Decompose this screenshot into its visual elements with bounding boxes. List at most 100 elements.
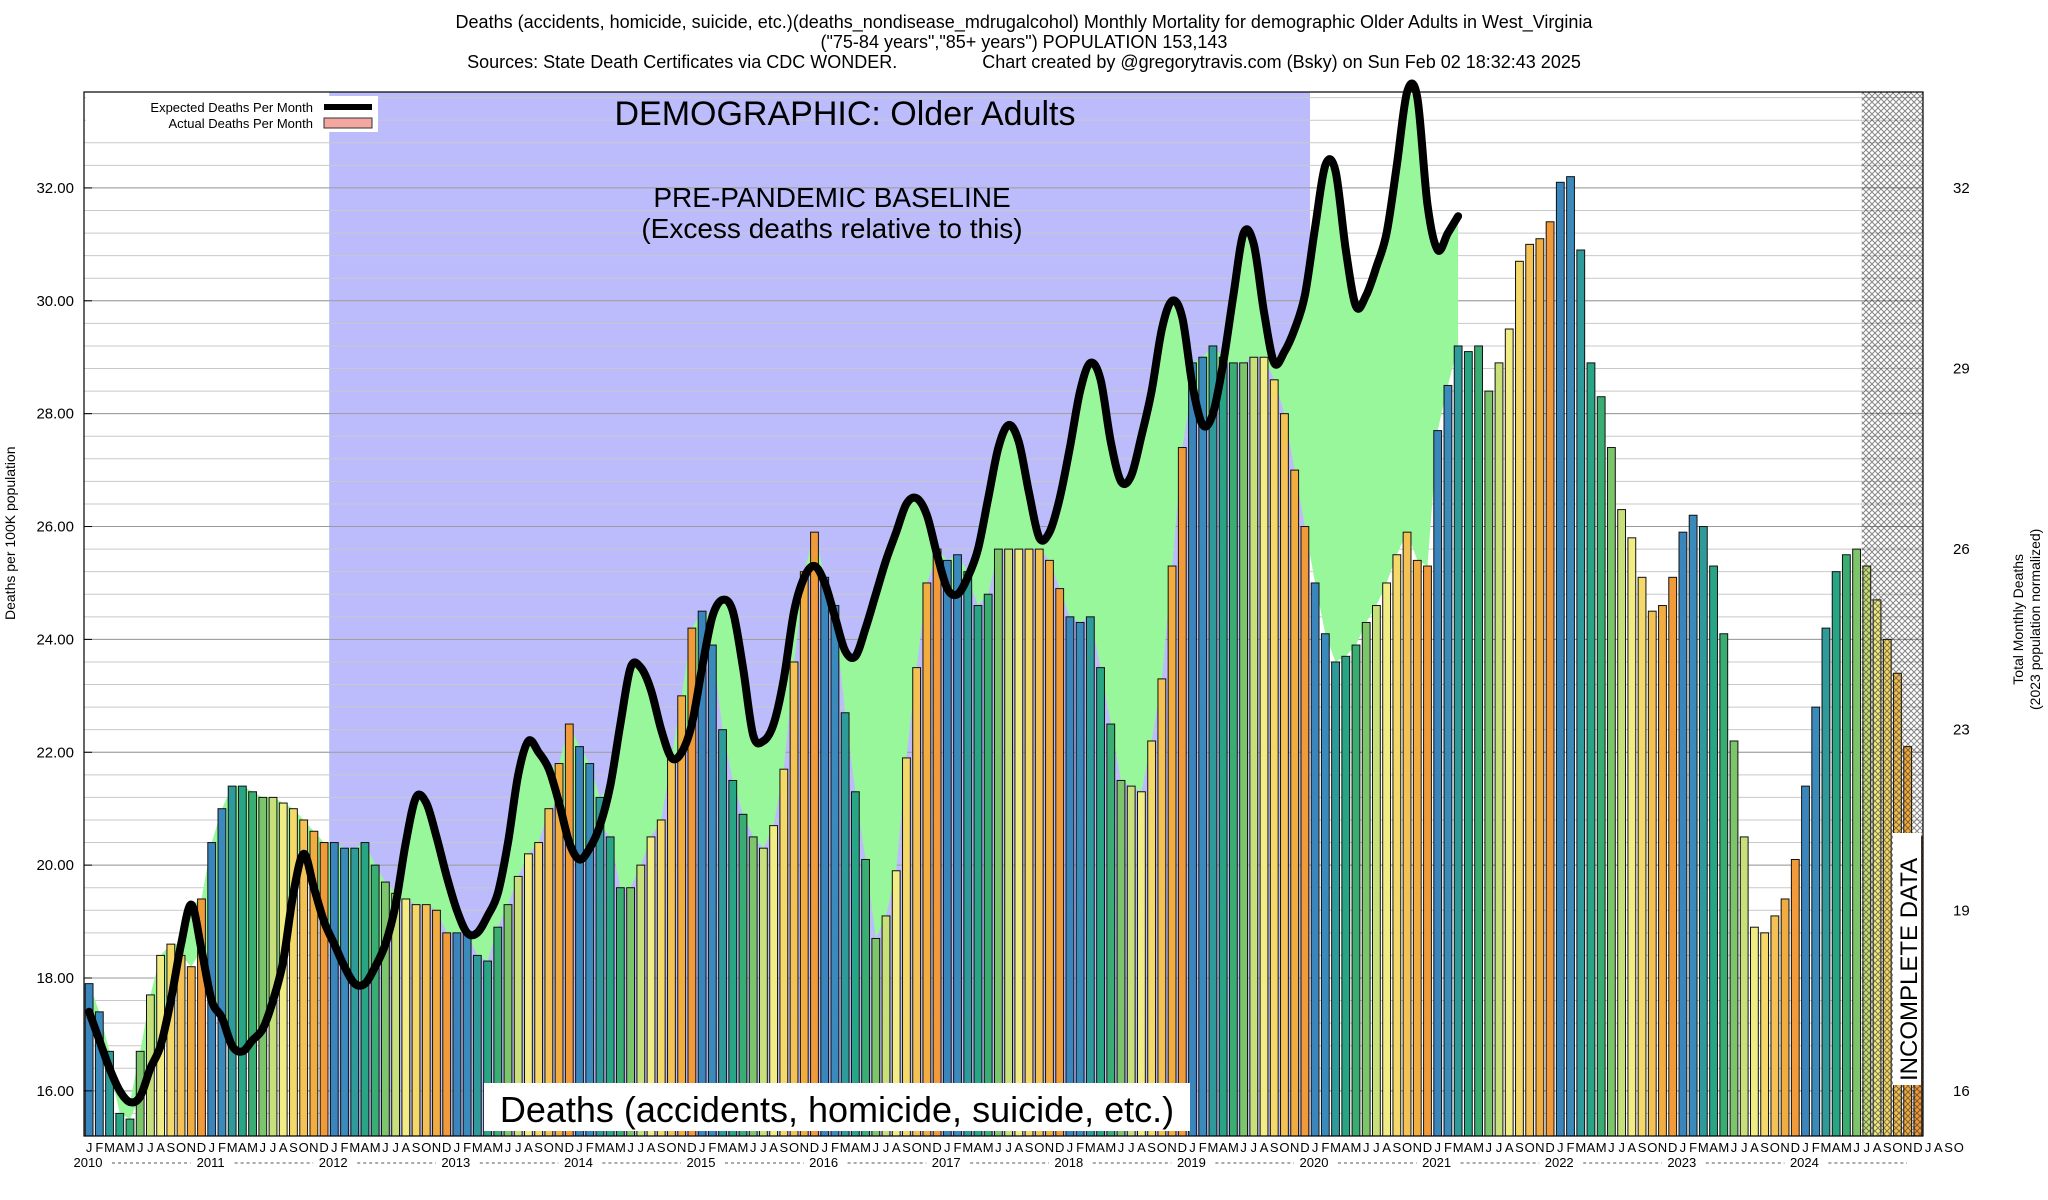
x-month-label: M xyxy=(1085,1140,1096,1155)
x-month-label: N xyxy=(1413,1140,1422,1155)
x-month-label: N xyxy=(1535,1140,1544,1155)
x-month-label: D xyxy=(1791,1140,1800,1155)
actual-death-bar xyxy=(411,904,421,1137)
actual-death-bar xyxy=(993,548,1003,1137)
x-month-label: O xyxy=(789,1140,799,1155)
actual-death-bar xyxy=(1085,616,1095,1137)
y-axis-left-label: Deaths per 100K population xyxy=(2,446,18,620)
actual-death-bar xyxy=(728,779,738,1137)
x-month-label: M xyxy=(615,1140,626,1155)
x-month-label: A xyxy=(769,1140,778,1155)
x-month-label: M xyxy=(595,1140,606,1155)
actual-death-bar xyxy=(1218,356,1228,1137)
x-month-label: O xyxy=(1892,1140,1902,1155)
actual-death-bar xyxy=(1504,328,1514,1137)
x-month-label: J xyxy=(1363,1140,1370,1155)
x-month-label: S xyxy=(534,1140,543,1155)
actual-death-bar xyxy=(840,712,850,1137)
y-tick-label-right: 16 xyxy=(1953,1083,1970,1100)
actual-death-bar xyxy=(1750,926,1759,1137)
actual-death-bar xyxy=(1198,356,1208,1137)
actual-death-bar xyxy=(1709,565,1718,1137)
x-month-label: N xyxy=(922,1140,931,1155)
x-month-label: S xyxy=(780,1140,789,1155)
actual-death-bar xyxy=(1443,384,1453,1137)
actual-death-bar xyxy=(1586,362,1596,1137)
actual-death-bar xyxy=(176,954,186,1137)
svg-text:INCOMPLETE DATA: INCOMPLETE DATA xyxy=(1896,858,1923,1081)
x-month-label: J xyxy=(505,1140,512,1155)
actual-death-bar xyxy=(1525,243,1535,1137)
actual-death-bar xyxy=(421,904,431,1137)
y-tick-label-left: 28.00 xyxy=(36,406,74,423)
x-year-label: 2019 xyxy=(1177,1155,1206,1170)
title-line-1: Deaths (accidents, homicide, suicide, et… xyxy=(455,12,1593,32)
actual-death-bar xyxy=(329,842,339,1137)
x-month-label: A xyxy=(1219,1140,1228,1155)
x-month-label: A xyxy=(279,1140,288,1155)
x-month-label: N xyxy=(1780,1140,1789,1155)
x-month-label: F xyxy=(1076,1140,1084,1155)
actual-death-bar xyxy=(820,576,830,1137)
x-month-label: O xyxy=(1647,1140,1657,1155)
actual-death-bar xyxy=(1300,526,1310,1137)
x-month-label: D xyxy=(1055,1140,1064,1155)
actual-death-bar xyxy=(1545,221,1555,1137)
x-month-label: O xyxy=(1034,1140,1044,1155)
x-month-label: M xyxy=(1596,1140,1607,1155)
excess-deaths-area xyxy=(89,92,1459,1120)
actual-death-bar xyxy=(1484,390,1494,1137)
x-month-label: M xyxy=(717,1140,728,1155)
y-axis-right-label-line-2: (2023 population normalized) xyxy=(2027,528,2043,710)
x-month-label: J xyxy=(1312,1140,1319,1155)
x-month-label: S xyxy=(167,1140,176,1155)
actual-death-bar xyxy=(932,548,942,1137)
x-month-label: J xyxy=(1496,1140,1503,1155)
actual-death-bar xyxy=(1310,582,1320,1137)
actual-death-bar xyxy=(1433,430,1443,1137)
actual-death-bar xyxy=(922,582,932,1137)
x-month-label: S xyxy=(1944,1140,1953,1155)
x-month-label: F xyxy=(954,1140,962,1155)
y-tick-label-left: 16.00 xyxy=(36,1083,74,1100)
x-month-label: D xyxy=(1668,1140,1677,1155)
x-month-label: S xyxy=(1393,1140,1402,1155)
actual-death-bar xyxy=(1034,548,1044,1137)
x-month-label: O xyxy=(1279,1140,1289,1155)
x-month-label: F xyxy=(1567,1140,1575,1155)
chart-title: Deaths (accidents, homicide, suicide, et… xyxy=(0,12,2048,72)
x-month-label: M xyxy=(1453,1140,1464,1155)
actual-death-bar xyxy=(319,842,329,1137)
x-month-label: M xyxy=(1473,1140,1484,1155)
x-month-label: J xyxy=(1731,1140,1738,1155)
x-month-label: J xyxy=(1189,1140,1196,1155)
x-month-label: J xyxy=(454,1140,461,1155)
actual-death-bar xyxy=(1014,548,1024,1137)
actual-death-bar xyxy=(1515,260,1524,1137)
actual-death-bar xyxy=(1372,605,1381,1137)
y-tick-label-left: 30.00 xyxy=(36,293,74,310)
category-label-box xyxy=(484,1083,1190,1131)
x-month-label: A xyxy=(1873,1140,1882,1155)
actual-death-bar xyxy=(1535,238,1545,1137)
x-month-label: D xyxy=(197,1140,206,1155)
baseline-label-line-2: (Excess deaths relative to this) xyxy=(641,213,1022,244)
category-label: Deaths (accidents, homicide, suicide, et… xyxy=(500,1089,1174,1130)
legend-actual-label: Actual Deaths Per Month xyxy=(168,116,313,131)
y-axis-right-label: Total Monthly Deaths (2023 population no… xyxy=(2010,529,2044,710)
x-month-label: J xyxy=(627,1140,634,1155)
y-tick-label-right: 19 xyxy=(1953,902,1970,919)
x-month-label: N xyxy=(1903,1140,1912,1155)
x-month-label: F xyxy=(1812,1140,1820,1155)
actual-death-bar xyxy=(1045,559,1054,1137)
x-month-label: J xyxy=(208,1140,215,1155)
actual-death-bar xyxy=(1739,836,1749,1137)
y-tick-label-right: 29 xyxy=(1953,361,1970,378)
actual-death-bar xyxy=(667,757,676,1137)
x-month-label: J xyxy=(1864,1140,1871,1155)
y-tick-label-left: 22.00 xyxy=(36,744,74,761)
x-year-label: 2018 xyxy=(1054,1155,1083,1170)
x-year-label: 2017 xyxy=(932,1155,961,1170)
x-month-label: A xyxy=(524,1140,533,1155)
x-month-label: D xyxy=(1423,1140,1432,1155)
